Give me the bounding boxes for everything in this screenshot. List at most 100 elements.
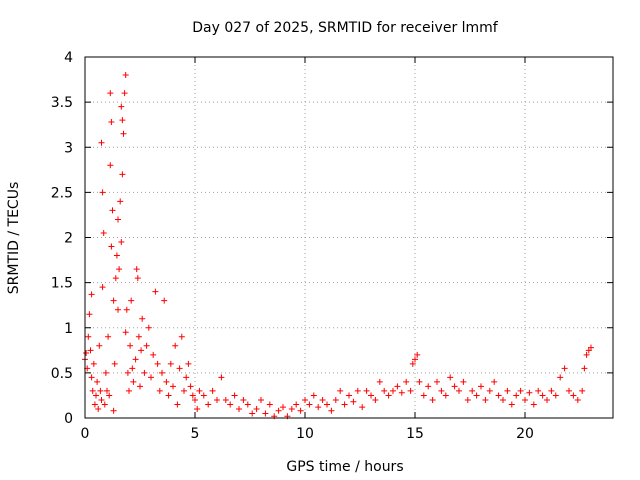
data-point: [100, 229, 107, 236]
data-point: [94, 378, 101, 385]
data-point: [209, 387, 216, 394]
data-point: [420, 392, 427, 399]
y-tick-labels: 0 0.5 1 1.5 2 2.5 3 3.5 4: [51, 50, 73, 427]
data-point: [310, 392, 317, 399]
data-point: [460, 378, 467, 385]
data-point: [442, 392, 449, 399]
data-point: [96, 342, 103, 349]
data-point: [135, 333, 142, 340]
data-point: [280, 404, 286, 411]
y-tick-label: 1: [64, 321, 73, 337]
data-point: [376, 378, 383, 385]
data-point: [123, 306, 130, 313]
y-tick-label: 0: [64, 411, 73, 427]
y-tick-label: 2.5: [51, 185, 73, 201]
x-tick-label: 10: [296, 426, 314, 442]
data-point: [161, 297, 168, 304]
data-point: [456, 387, 462, 394]
data-point: [486, 387, 493, 394]
data-point: [557, 374, 564, 381]
data-point: [574, 396, 581, 403]
data-point: [107, 162, 114, 169]
data-point: [482, 396, 489, 403]
data-point: [258, 396, 264, 403]
data-point: [118, 103, 125, 110]
data-point: [522, 396, 528, 403]
data-point: [178, 333, 185, 340]
data-point: [231, 392, 238, 399]
data-point: [535, 387, 542, 394]
data-point: [127, 342, 134, 349]
data-point: [244, 401, 251, 408]
data-point: [110, 297, 117, 304]
data-point: [192, 396, 198, 403]
data-point: [163, 378, 170, 385]
data-point: [139, 315, 146, 322]
data-point: [513, 392, 520, 399]
data-point: [407, 387, 414, 394]
data-point: [451, 383, 458, 390]
data-point: [414, 351, 421, 358]
data-point: [315, 404, 322, 411]
data-point: [495, 392, 502, 399]
data-point: [138, 347, 145, 354]
data-point: [394, 383, 401, 390]
data-point: [200, 392, 207, 399]
data-point: [121, 90, 128, 97]
data-point: [306, 401, 313, 408]
data-point: [128, 297, 135, 304]
data-point: [122, 329, 129, 336]
data-point: [159, 369, 165, 376]
data-point: [473, 392, 480, 399]
data-point: [174, 401, 181, 408]
data-point: [293, 401, 300, 408]
data-point: [328, 407, 335, 414]
data-point: [172, 342, 179, 349]
data-point: [85, 333, 92, 340]
data-point: [447, 374, 454, 381]
x-axis-label: GPS time / hours: [286, 459, 403, 475]
data-point: [302, 396, 308, 403]
data-point: [337, 387, 344, 394]
data-point: [89, 387, 96, 394]
data-point: [102, 369, 109, 376]
data-point: [154, 360, 161, 367]
grid-lines: [85, 57, 613, 418]
data-point: [83, 350, 90, 357]
data-point: [176, 365, 183, 372]
x-tick-label: 15: [406, 426, 424, 442]
data-point: [500, 396, 506, 403]
data-point: [99, 284, 106, 291]
data-point: [99, 189, 106, 196]
data-point: [196, 387, 203, 394]
data-point: [113, 252, 120, 259]
data-point: [434, 378, 440, 385]
data-point: [90, 360, 97, 367]
data-point: [141, 369, 148, 376]
data-point: [249, 410, 256, 417]
data-point: [517, 387, 524, 394]
x-tick-label: 0: [81, 426, 90, 442]
y-tick-label: 3: [64, 140, 73, 156]
data-point: [429, 396, 436, 403]
data-point: [189, 392, 196, 399]
data-point: [491, 378, 498, 385]
data-point: [181, 387, 187, 394]
data-point: [561, 365, 568, 372]
data-point: [412, 356, 418, 363]
data-point: [124, 369, 131, 376]
data-point: [381, 387, 388, 394]
data-points: [82, 72, 594, 420]
data-point: [346, 392, 352, 399]
data-point: [262, 410, 269, 417]
data-point: [105, 333, 112, 340]
data-point: [97, 387, 104, 394]
data-point: [583, 351, 590, 358]
data-point: [126, 387, 132, 394]
data-point: [438, 387, 445, 394]
data-point: [403, 378, 410, 385]
data-point: [112, 275, 119, 282]
data-point: [88, 374, 95, 381]
data-point: [324, 401, 330, 408]
